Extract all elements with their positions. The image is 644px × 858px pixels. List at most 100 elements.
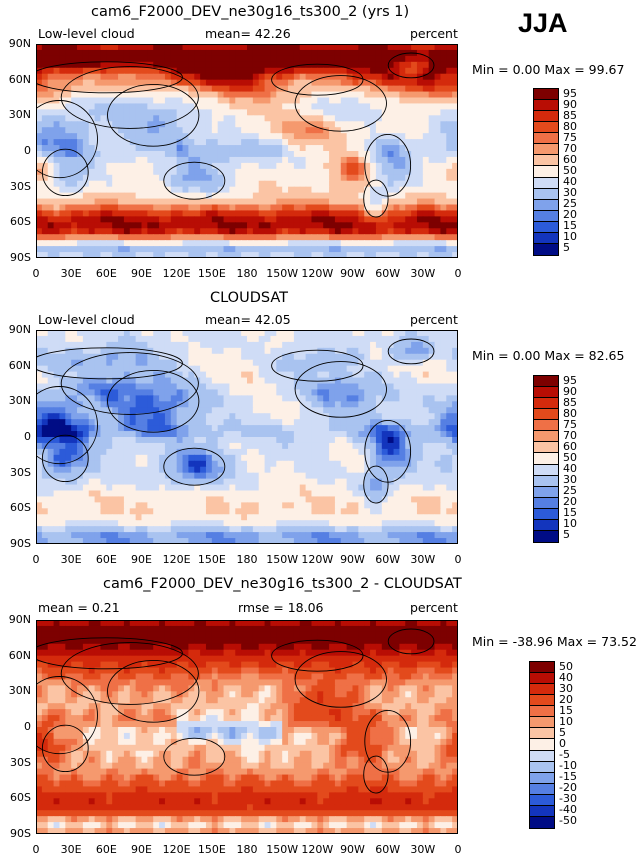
- panel-3-mean-label: mean = 0.21: [38, 600, 120, 615]
- colorbar-level-label: -40: [559, 803, 577, 817]
- colorbar-swatch: [534, 188, 558, 200]
- colorbar-swatch: [530, 783, 554, 795]
- panel-2-colorbar: [533, 375, 559, 543]
- lat-tick-label: 60N: [8, 358, 31, 372]
- coastline: [41, 434, 89, 483]
- colorbar-swatch: [534, 133, 558, 145]
- coastline: [107, 369, 200, 433]
- lon-tick-label: 0: [32, 843, 40, 856]
- colorbar-level-label: 60: [563, 152, 577, 166]
- colorbar-swatch: [534, 475, 558, 487]
- panel-1-map: [36, 44, 458, 258]
- lat-tick-label: 60S: [10, 501, 31, 515]
- lon-tick-label: 120E: [162, 843, 191, 856]
- panel-1-left-label: Low-level cloud: [38, 26, 135, 41]
- coastline: [41, 724, 89, 773]
- lat-tick-label: 90N: [8, 37, 31, 50]
- lon-tick-label: 180: [236, 843, 258, 856]
- colorbar-level-label: 30: [559, 681, 573, 695]
- colorbar-level-label: 80: [563, 119, 577, 133]
- season-label: JJA: [518, 8, 568, 38]
- colorbar-level-label: 0: [559, 737, 566, 750]
- colorbar-level-label: 90: [563, 384, 577, 398]
- panel-2-map: [36, 330, 458, 544]
- lon-tick-label: 60E: [95, 553, 117, 566]
- contour-field: [36, 330, 458, 544]
- coastline: [60, 66, 199, 129]
- colorbar-level-label: 15: [559, 703, 573, 717]
- coastline: [36, 676, 98, 755]
- colorbar-swatch: [534, 453, 558, 465]
- colorbar-swatch: [530, 673, 554, 685]
- colorbar-level-label: 10: [563, 517, 577, 531]
- colorbar-swatch: [534, 530, 558, 542]
- lat-tick-label: 0: [24, 144, 31, 157]
- colorbar-level-label: 50: [559, 659, 573, 673]
- lon-tick-label: 30W: [410, 843, 436, 856]
- coastline: [107, 659, 200, 723]
- colorbar-swatch: [534, 376, 558, 388]
- lon-tick-label: 90E: [131, 553, 152, 566]
- colorbar-level-label: 70: [563, 141, 577, 155]
- lon-tick-label: 30W: [410, 267, 436, 280]
- coastline: [271, 639, 364, 672]
- colorbar-swatch: [534, 199, 558, 211]
- panel-1-minmax: Min = 0.00 Max = 99.67: [472, 62, 625, 77]
- coastline: [271, 349, 364, 382]
- colorbar-swatch: [534, 519, 558, 531]
- colorbar-level-label: 85: [563, 395, 577, 409]
- lat-tick-label: 30N: [8, 394, 31, 408]
- coastline: [36, 61, 183, 94]
- lon-tick-label: 120W: [301, 267, 334, 280]
- colorbar-level-label: 95: [563, 86, 577, 100]
- panel-2-minmax: Min = 0.00 Max = 82.65: [472, 348, 625, 363]
- lat-tick-label: 0: [24, 720, 31, 733]
- lon-tick-label: 120W: [301, 553, 334, 566]
- colorbar-level-label: 25: [563, 484, 577, 498]
- colorbar-level-label: 50: [563, 164, 577, 177]
- colorbar-swatch: [530, 772, 554, 784]
- colorbar-level-label: 85: [563, 108, 577, 122]
- coastline: [36, 386, 98, 465]
- colorbar-level-label: 20: [563, 208, 577, 222]
- coastline: [363, 465, 389, 504]
- lon-tick-label: 0: [32, 553, 40, 566]
- colorbar-level-label: -5: [559, 748, 570, 762]
- colorbar-level-label: 10: [559, 714, 573, 728]
- colorbar-swatch: [534, 398, 558, 410]
- lat-tick-label: 0: [24, 430, 31, 443]
- colorbar-level-label: 15: [563, 506, 577, 520]
- panel-1-mean-label: mean= 42.26: [205, 26, 291, 41]
- colorbar-level-label: 15: [563, 219, 577, 233]
- panel-3-minmax: Min = -38.96 Max = 73.52: [472, 634, 637, 649]
- colorbar-level-label: 90: [563, 97, 577, 111]
- lon-tick-label: 30W: [410, 553, 436, 566]
- colorbar-level-label: 20: [563, 495, 577, 509]
- coastline: [363, 755, 389, 794]
- colorbar-swatch: [534, 232, 558, 244]
- coastline: [271, 63, 364, 96]
- coastline: [36, 100, 98, 179]
- lon-tick-label: 90E: [131, 267, 152, 280]
- lat-tick-label: 60N: [8, 648, 31, 662]
- colorbar-swatch: [530, 717, 554, 729]
- lon-tick-label: 60W: [375, 267, 401, 280]
- colorbar-level-label: 25: [563, 197, 577, 211]
- coastline: [363, 179, 389, 218]
- colorbar-swatch: [530, 739, 554, 751]
- lon-tick-label: 90W: [340, 553, 365, 566]
- panel-2-mean-label: mean= 42.05: [205, 312, 291, 327]
- colorbar-swatch: [534, 486, 558, 498]
- colorbar-swatch: [534, 89, 558, 101]
- colorbar-level-label: -30: [559, 792, 577, 806]
- lon-tick-label: 150W: [266, 267, 299, 280]
- colorbar-level-label: 40: [559, 670, 573, 684]
- lat-tick-label: 30N: [8, 684, 31, 698]
- lon-tick-label: 180: [236, 267, 258, 280]
- colorbar-level-label: 75: [563, 417, 577, 431]
- panel-2-units-label: percent: [410, 312, 458, 327]
- colorbar-swatch: [534, 508, 558, 520]
- colorbar-level-label: 30: [563, 186, 577, 200]
- lat-tick-label: 60N: [8, 72, 31, 86]
- colorbar-level-label: 40: [563, 462, 577, 476]
